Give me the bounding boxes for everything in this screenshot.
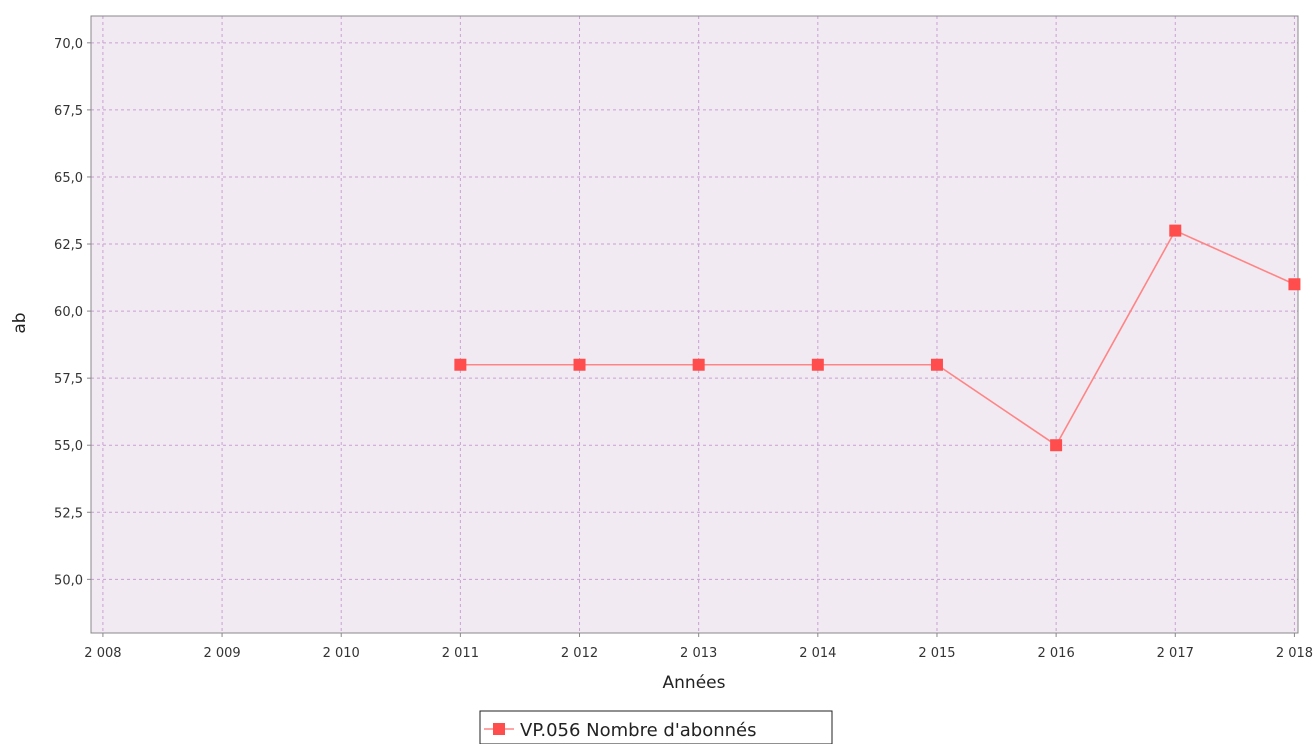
x-tick-label: 2 008 (84, 646, 121, 661)
plot-border (90, 15, 1299, 634)
y-tick-label: 67,5 (54, 104, 83, 119)
plot-area (91, 16, 1298, 633)
data-point (1050, 439, 1063, 452)
y-tick-label: 52,5 (54, 506, 83, 521)
x-axis-title: Années (663, 673, 726, 693)
y-tick-label: 70,0 (54, 37, 83, 52)
x-tick-label: 2 018 (1276, 646, 1313, 661)
x-tick-label: 2 009 (203, 646, 240, 661)
x-tick-label: 2 017 (1157, 646, 1194, 661)
data-point (1288, 278, 1301, 291)
series-line (460, 229, 1295, 447)
legend-marker-swatch (493, 723, 505, 735)
data-point (454, 358, 467, 371)
x-tick-label: 2 011 (442, 646, 479, 661)
y-tick-label: 50,0 (54, 573, 83, 588)
x-tick-label: 2 016 (1038, 646, 1075, 661)
data-point (692, 358, 705, 371)
x-tick-label: 2 012 (561, 646, 598, 661)
grid (91, 16, 1298, 633)
x-tick-label: 2 010 (323, 646, 360, 661)
y-tick-label: 57,5 (54, 372, 83, 387)
x-tick-label: 2 014 (799, 646, 836, 661)
data-point (811, 358, 824, 371)
legend: VP.056 Nombre d'abonnés (479, 710, 833, 744)
legend-label: VP.056 Nombre d'abonnés (520, 720, 757, 741)
data-point (930, 358, 943, 371)
series-layer (454, 224, 1301, 452)
axes (87, 15, 1299, 637)
tick-labels: 2 008 2 009 2 010 2 011 2 012 2 013 2 014 2 015… (54, 37, 1313, 661)
y-tick-label: 62,5 (54, 238, 83, 253)
x-tick-label: 2 015 (918, 646, 955, 661)
data-point (573, 358, 586, 371)
y-tick-label: 55,0 (54, 439, 83, 454)
data-point (1169, 224, 1182, 237)
x-tick-label: 2 013 (680, 646, 717, 661)
y-tick-label: 65,0 (54, 171, 83, 186)
y-tick-label: 60,0 (54, 305, 83, 320)
legend-box (479, 710, 833, 744)
y-axis-title: ab (10, 312, 30, 333)
